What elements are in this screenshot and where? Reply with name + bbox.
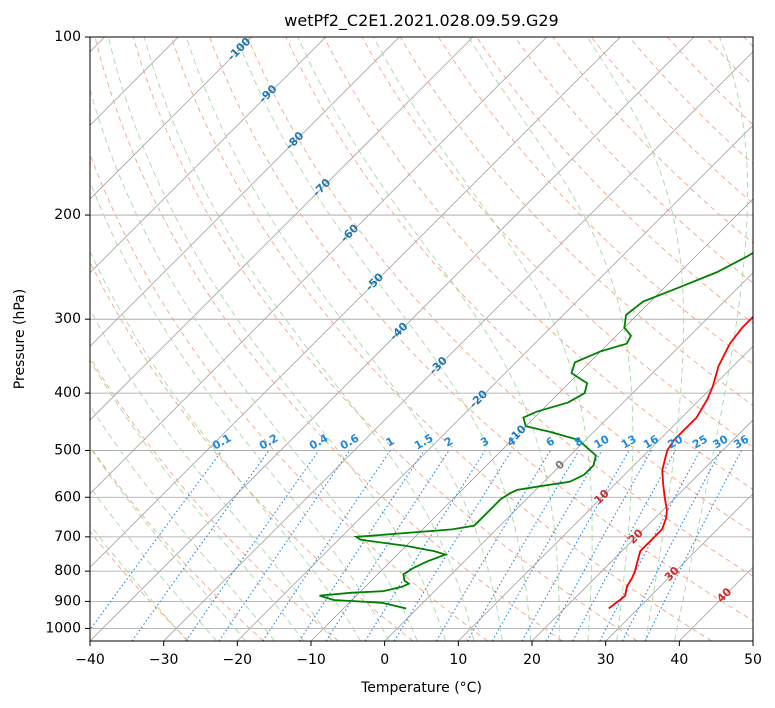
moist-adiabat-line <box>90 359 304 641</box>
isotherm-line <box>384 272 753 641</box>
dry-adiabat-line <box>514 37 753 284</box>
moist-adiabat-line <box>586 37 685 641</box>
x-tick-label: 10 <box>449 652 467 668</box>
y-tick-label: 800 <box>54 563 81 579</box>
mixing-ratio-line <box>131 450 270 641</box>
dry-adiabat-line <box>94 37 563 641</box>
mixing-ratio-line <box>185 450 320 641</box>
y-tick-label: 700 <box>54 529 81 545</box>
mixing-ratio-line <box>545 450 652 641</box>
y-tick-label: 100 <box>54 29 81 45</box>
x-tick-label: 30 <box>597 652 615 668</box>
isotherm-line <box>605 493 753 641</box>
x-tick-label: 0 <box>380 652 389 668</box>
isotherm-line <box>90 37 547 495</box>
x-axis: −40 −30 −20 −10 0 10 20 30 40 50 <box>75 641 762 668</box>
x-tick-label: −10 <box>296 652 326 668</box>
moist-adiabat-line <box>674 37 749 641</box>
mixing-ratio-line <box>218 450 351 641</box>
moist-adiabat-line <box>90 87 418 641</box>
dry-adiabat-line <box>90 445 264 641</box>
isotherm-line <box>458 345 753 641</box>
plot-area <box>90 37 753 641</box>
x-tick-label: −30 <box>149 652 179 668</box>
mixing-ratio-line <box>298 450 425 641</box>
y-tick-label: 600 <box>54 489 81 505</box>
mixing-ratio-line <box>325 450 450 641</box>
isotherm-line <box>90 37 253 200</box>
moist-adiabat-line <box>236 37 532 641</box>
x-tick-label: 20 <box>523 652 541 668</box>
dry-adiabat-line <box>90 356 339 641</box>
x-axis-label: Temperature (°C) <box>360 680 482 696</box>
mixing-ratio-line <box>262 450 391 641</box>
moist-adiabat-line <box>297 37 560 641</box>
temperature-profile <box>608 315 753 610</box>
moist-adiabat-line <box>90 250 361 641</box>
dry-adiabat-line <box>399 37 753 406</box>
mixing-ratio-line <box>90 450 223 631</box>
mixing-ratio-line <box>393 450 513 641</box>
moist-adiabat-line <box>90 308 333 641</box>
y-axis-label: Pressure (hPa) <box>12 289 28 389</box>
dry-adiabat-line <box>170 37 712 641</box>
moist-adiabat-line <box>90 404 275 641</box>
y-tick-label: 400 <box>54 385 81 401</box>
isotherm-line <box>90 37 326 274</box>
mixing-ratio-line <box>521 450 630 641</box>
moist-adiabat-line <box>90 180 390 641</box>
y-tick-label: 300 <box>54 311 81 327</box>
y-axis: 1000 900 800 700 600 500 400 300 200 100 <box>45 29 90 636</box>
moist-adiabat-line <box>90 446 247 641</box>
moist-adiabat-line <box>185 37 503 641</box>
dry-adiabat-line <box>90 152 488 641</box>
x-tick-label: 50 <box>744 652 762 668</box>
dewpoint-profile <box>319 251 753 610</box>
moist-adiabat-line <box>107 37 446 641</box>
mixing-ratio-line <box>644 450 742 641</box>
isotherm-line <box>531 419 753 641</box>
y-tick-label: 500 <box>54 442 81 458</box>
moist-adiabat-line <box>373 37 593 641</box>
x-tick-label: 40 <box>670 652 688 668</box>
isotherm-line <box>90 37 400 347</box>
dry-adiabat-line <box>132 37 638 641</box>
y-tick-label: 1000 <box>45 620 81 636</box>
mixing-ratio-line <box>621 450 722 641</box>
isotherm-line <box>163 51 753 641</box>
moist-adiabat-line <box>90 523 188 641</box>
chart-title: wetPf2_C2E1.2021.028.09.59.G29 <box>284 11 558 31</box>
mixing-ratio-line <box>572 450 677 641</box>
x-tick-label: −20 <box>223 652 253 668</box>
isotherm-line <box>237 124 753 641</box>
plot-frame <box>89 36 754 642</box>
x-tick-label: −40 <box>75 652 105 668</box>
y-tick-label: 900 <box>54 593 81 609</box>
moist-adiabat-line <box>143 37 475 641</box>
dry-adiabat-line <box>285 37 753 534</box>
dry-adiabat-line <box>90 530 190 641</box>
dry-adiabat-line <box>209 37 753 622</box>
isotherm-line <box>90 37 621 568</box>
y-tick-label: 200 <box>54 207 81 223</box>
dry-adiabat-line <box>247 37 753 577</box>
moist-adiabat-line <box>90 486 217 641</box>
